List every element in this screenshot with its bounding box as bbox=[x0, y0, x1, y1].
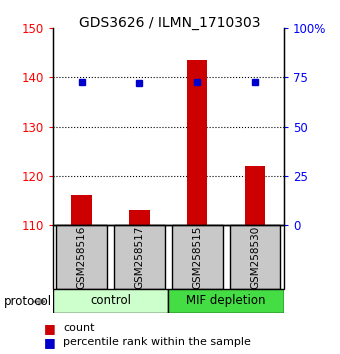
Bar bbox=[168, 289, 284, 313]
Text: GSM258515: GSM258515 bbox=[192, 225, 202, 289]
Text: MIF depletion: MIF depletion bbox=[186, 295, 266, 307]
Text: GDS3626 / ILMN_1710303: GDS3626 / ILMN_1710303 bbox=[79, 16, 261, 30]
Bar bbox=[245, 166, 265, 225]
Text: ■: ■ bbox=[44, 322, 56, 335]
Text: percentile rank within the sample: percentile rank within the sample bbox=[63, 337, 251, 347]
Bar bbox=[56, 225, 107, 289]
Text: count: count bbox=[63, 323, 95, 333]
Text: ■: ■ bbox=[44, 336, 56, 349]
Text: control: control bbox=[90, 295, 131, 307]
Text: GSM258517: GSM258517 bbox=[134, 225, 144, 289]
Text: GSM258516: GSM258516 bbox=[76, 225, 87, 289]
Bar bbox=[187, 60, 207, 225]
Bar bbox=[230, 225, 280, 289]
Text: protocol: protocol bbox=[3, 295, 52, 308]
Bar bbox=[172, 225, 223, 289]
Bar bbox=[114, 225, 165, 289]
Text: GSM258530: GSM258530 bbox=[250, 225, 260, 289]
Bar bbox=[53, 289, 168, 313]
Bar bbox=[129, 210, 150, 225]
Bar bbox=[71, 195, 92, 225]
